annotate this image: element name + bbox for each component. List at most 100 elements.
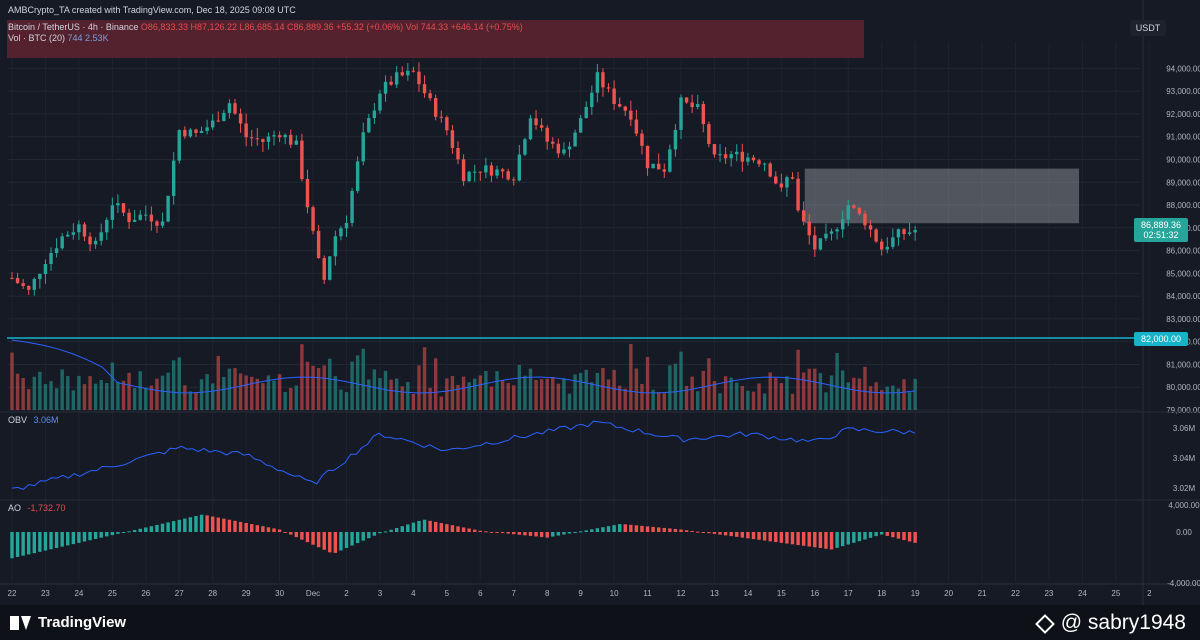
volume-bar	[261, 383, 265, 410]
volume-bar	[891, 385, 895, 410]
volume-bar	[880, 390, 884, 410]
volume-bar	[534, 379, 538, 410]
candle-body	[244, 123, 248, 138]
volume-bar	[818, 373, 823, 410]
candle-body	[489, 165, 494, 176]
candle-body	[27, 286, 31, 290]
candle-body	[93, 240, 98, 245]
candle-body	[824, 233, 828, 239]
ao-bar	[651, 526, 655, 532]
ao-bar	[250, 524, 254, 532]
ao-bar	[110, 532, 115, 536]
time-tick-label: 12	[677, 589, 686, 598]
price-tick-label: 90,000.00	[1166, 155, 1200, 164]
ao-bar	[216, 517, 220, 532]
candle-body	[657, 163, 661, 170]
volume-bar	[15, 373, 20, 410]
candle-body	[768, 163, 772, 177]
candle-body	[640, 133, 644, 146]
candle-body	[913, 229, 917, 233]
ao-bar	[545, 532, 549, 538]
ao-bar	[684, 530, 689, 532]
volume-bar	[617, 385, 622, 410]
candle-body	[60, 236, 64, 249]
ao-bar	[82, 532, 87, 542]
volume-bar	[473, 378, 477, 410]
volume-bar	[874, 382, 878, 410]
candle-body	[517, 154, 522, 181]
volume-bar	[657, 392, 661, 410]
time-tick-label: 30	[275, 589, 284, 598]
price-tick-label: 83,000.00	[1166, 315, 1200, 324]
volume-bar	[177, 357, 181, 410]
volume-bar	[266, 375, 271, 410]
obv-legend[interactable]: OBV 3.06M	[8, 415, 59, 425]
volume-bar	[110, 362, 115, 410]
ao-value: -1,732.70	[27, 503, 66, 513]
volume-bar	[105, 382, 109, 410]
candle-body	[15, 278, 20, 284]
ao-bar	[367, 532, 371, 539]
volume-bar	[796, 349, 800, 410]
candle-body	[127, 212, 131, 222]
ao-bar	[746, 532, 750, 539]
candle-body	[88, 236, 92, 245]
ao-bar	[601, 527, 605, 532]
ao-bar	[233, 520, 237, 532]
volume-bar	[194, 392, 198, 410]
volume-legend[interactable]: Vol · BTC (20) 744 2.53K	[8, 33, 109, 43]
candle-body	[43, 264, 48, 275]
ao-legend[interactable]: AO -1,732.70	[8, 503, 66, 513]
ao-bar	[523, 532, 527, 536]
candle-body	[238, 113, 243, 124]
price-tick-label: 84,000.00	[1166, 292, 1200, 301]
volume-bar	[885, 386, 889, 410]
volume-bar	[729, 377, 733, 410]
candle-body	[10, 277, 14, 279]
volume-bar	[155, 378, 159, 410]
price-tick-label: 79,000.00	[1166, 406, 1200, 415]
candle-body	[723, 154, 728, 159]
volume-bar	[556, 383, 561, 410]
candle-body	[545, 127, 549, 142]
candle-body	[584, 106, 588, 119]
volume-bar	[367, 379, 371, 410]
symbol-legend[interactable]: Bitcoin / TetherUS · 4h · Binance O86,83…	[8, 22, 527, 32]
candle-body	[606, 87, 611, 89]
price-tick-label: 86,000.00	[1166, 247, 1200, 256]
ao-bar	[155, 524, 159, 532]
ao-bar	[729, 532, 733, 537]
candle-body	[629, 110, 633, 120]
volume-bar	[121, 380, 126, 410]
volume-bar	[517, 365, 522, 410]
ao-bar	[372, 532, 377, 536]
candle-body	[355, 161, 360, 191]
volume-bar	[272, 380, 276, 410]
volume-bar	[166, 372, 170, 410]
candle-body	[528, 118, 533, 140]
tradingview-logo[interactable]: TradingView	[10, 614, 126, 631]
binance-square-icon	[1035, 614, 1053, 632]
ao-bar	[277, 529, 282, 532]
volume-bar	[132, 388, 137, 410]
volume-bar	[807, 368, 811, 410]
volume-bar	[233, 368, 237, 410]
volume-bar	[590, 382, 594, 410]
ao-bar	[54, 532, 59, 548]
ao-bar	[762, 532, 767, 541]
ao-tick-label: -4,000.00	[1167, 579, 1200, 588]
brand-name: TradingView	[38, 614, 127, 631]
candle-body	[105, 219, 109, 233]
volume-bar	[289, 387, 293, 410]
volume-bar	[852, 377, 856, 410]
time-tick-label: 6	[478, 589, 483, 598]
ao-bar	[567, 532, 572, 534]
ao-bar	[606, 526, 611, 532]
ao-bar	[88, 532, 92, 541]
volume-bar	[32, 376, 36, 410]
currency-button[interactable]: USDT	[1130, 20, 1166, 36]
volume-bar	[623, 388, 627, 410]
volume-value: 744 2.53K	[67, 33, 109, 43]
candle-body	[439, 116, 443, 118]
candle-body	[205, 127, 209, 131]
